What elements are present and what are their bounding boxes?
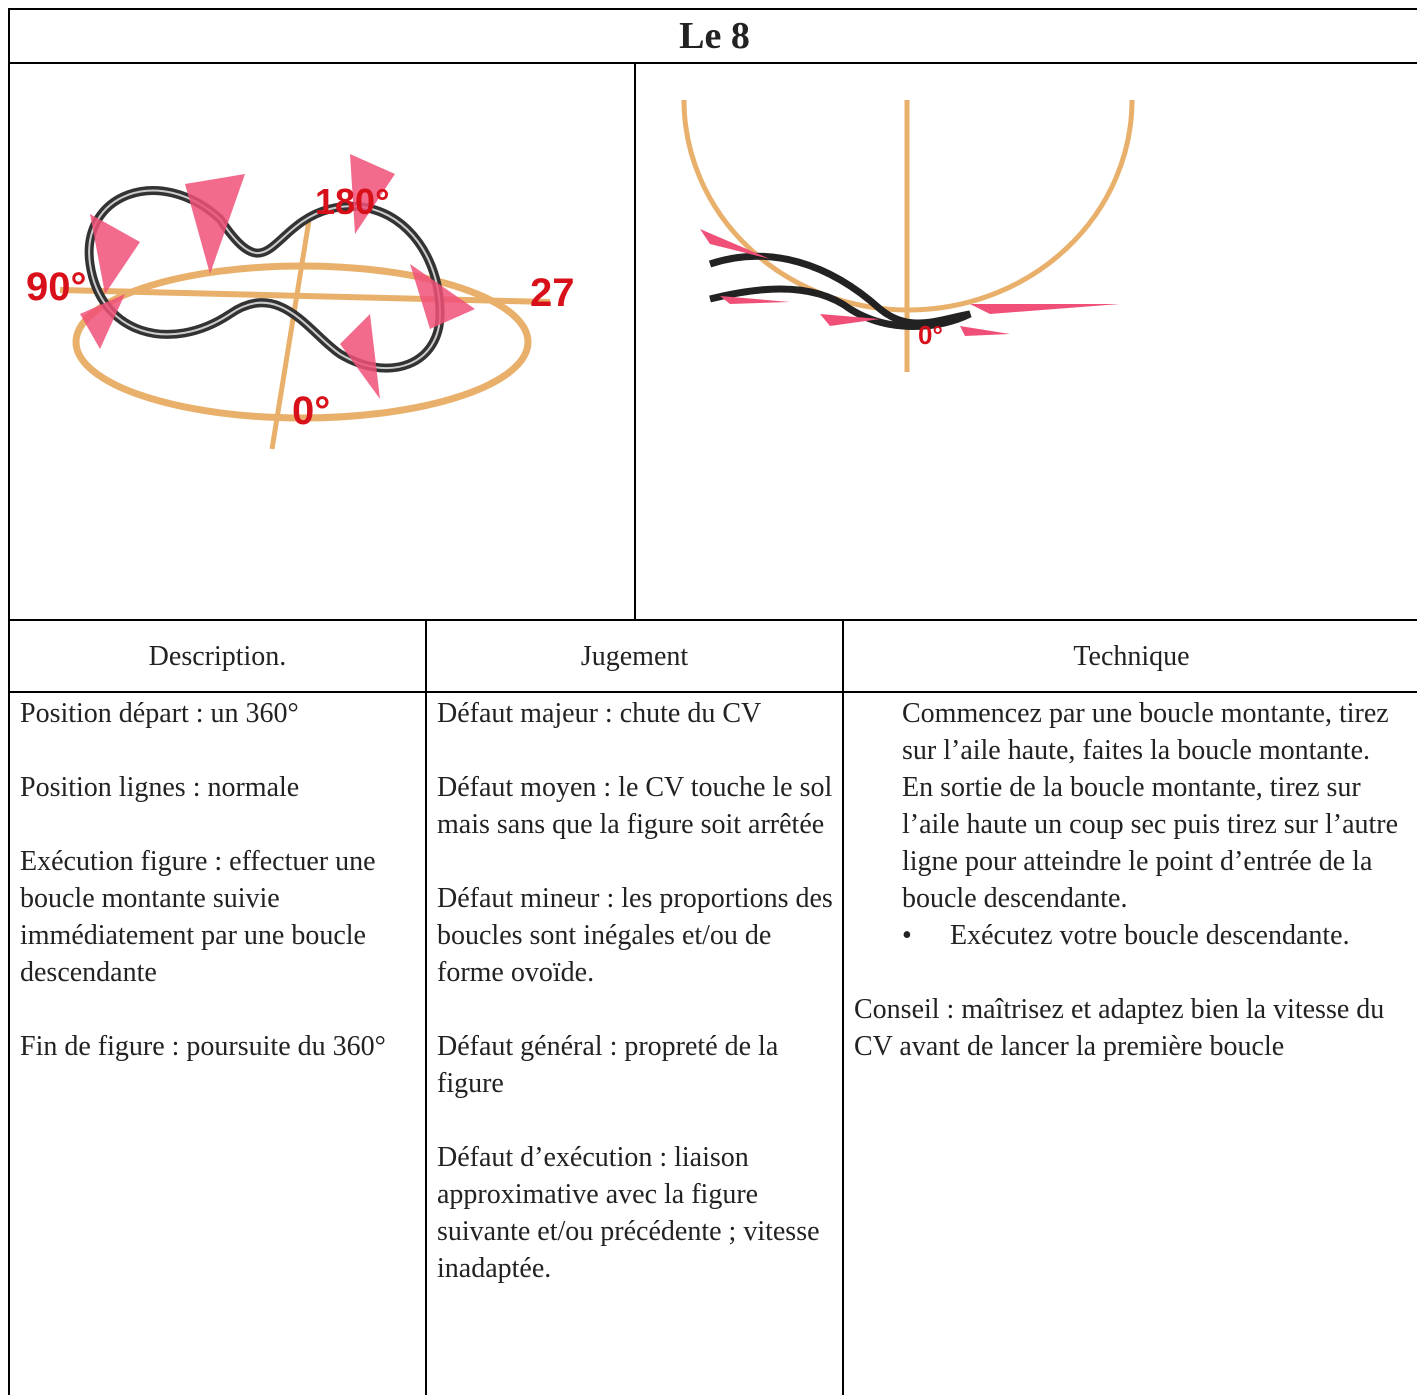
page: {"title": "Le 8", "images": {"left_label…	[0, 0, 1417, 1341]
figure-drawings: 90° 180° 27 0° 0°	[26, 99, 1135, 450]
paragraph: Position lignes : normale	[20, 772, 300, 803]
figure-sheet: Le 8 90° 180° 27 0° 0°	[8, 8, 1417, 1395]
illustrations: 90° 180° 27 0° 0°	[10, 64, 1417, 621]
paragraph: Défaut majeur : chute du CV	[437, 698, 762, 729]
angle-label: 90°	[26, 265, 87, 309]
column-header: Jugement	[425, 621, 843, 693]
paragraph: Défaut mineur : les proportions des bouc…	[437, 883, 833, 988]
step: Commencez par une boucle montante, tirez…	[902, 698, 1389, 766]
paragraph: Exécution figure : effectuer une boucle …	[20, 846, 376, 988]
step: En sortie de la boucle montante, tirez s…	[902, 772, 1399, 914]
angle-label: 0°	[918, 320, 943, 350]
title: Le 8	[10, 10, 1417, 64]
advice: Conseil : maîtrisez et adaptez bien la v…	[854, 994, 1385, 1062]
paragraph: Défaut moyen : le CV touche le sol mais …	[437, 772, 833, 840]
jugement-cell: Défaut majeur : chute du CV Défaut moyen…	[425, 692, 843, 1395]
bullet-item: Exécutez votre boucle descendante.	[902, 917, 1411, 954]
angle-label: 0°	[292, 389, 330, 433]
left-illustration: 90° 180° 27 0°	[26, 154, 575, 450]
body-row: Position départ : un 360° Position ligne…	[10, 692, 1417, 1395]
column-divider	[634, 64, 636, 619]
angle-label: 180°	[315, 181, 389, 222]
bullet-text: Exécutez votre boucle descendante.	[950, 920, 1350, 951]
paragraph: Défaut d’exécution : liaison approximati…	[437, 1142, 820, 1284]
column-header: Technique	[842, 621, 1417, 693]
column-header: Description.	[10, 621, 426, 693]
paragraph: Fin de figure : poursuite du 360°	[20, 1031, 386, 1062]
paragraph: Défaut général : propreté de la figure	[437, 1031, 779, 1099]
right-illustration: 0°	[681, 99, 1135, 372]
header-row: Description. Jugement Technique	[10, 621, 1417, 693]
paragraph: Position départ : un 360°	[20, 698, 299, 729]
figure-table: Description. Jugement Technique Position…	[10, 621, 1417, 1395]
angle-label: 27	[530, 271, 575, 315]
description-cell: Position départ : un 360° Position ligne…	[10, 692, 426, 1395]
technique-cell: Commencez par une boucle montante, tirez…	[842, 692, 1417, 1395]
